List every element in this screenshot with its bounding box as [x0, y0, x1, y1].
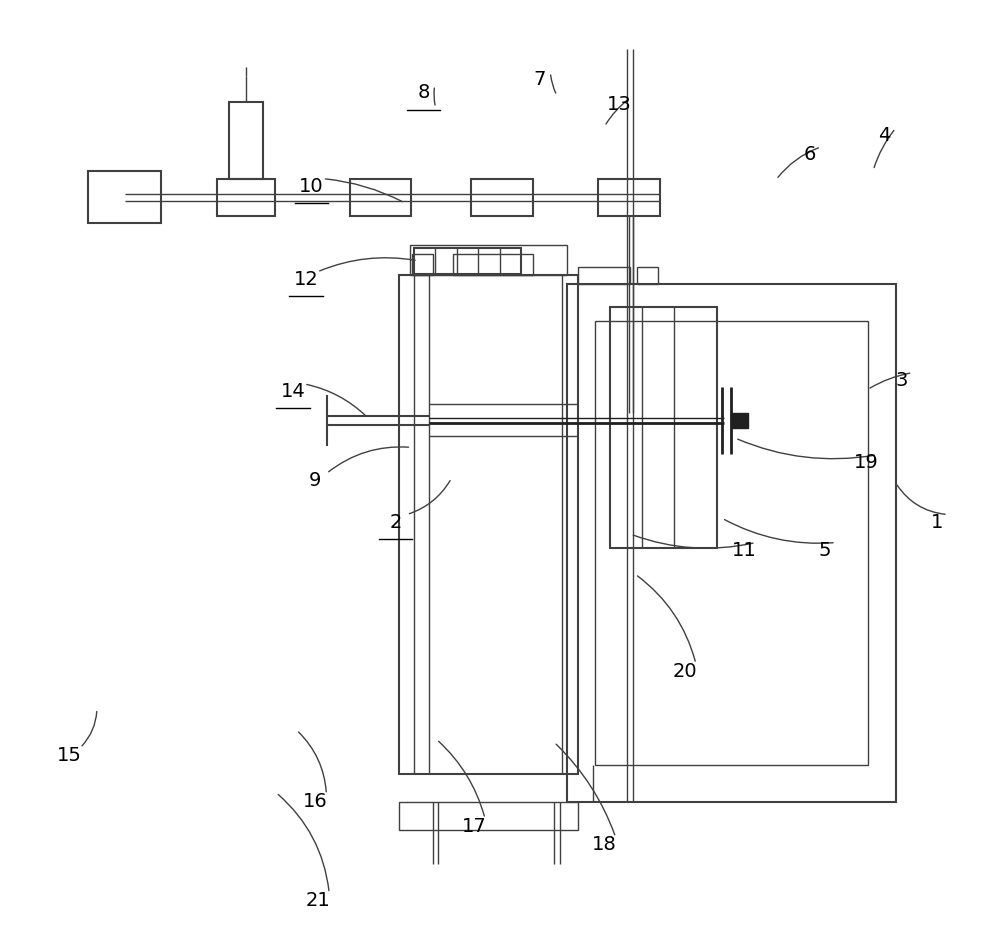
- Text: 5: 5: [818, 541, 831, 560]
- Text: 13: 13: [607, 96, 632, 115]
- Bar: [399, 802, 578, 830]
- Text: 17: 17: [461, 816, 486, 835]
- Text: 14: 14: [280, 382, 305, 401]
- Text: 10: 10: [299, 176, 324, 196]
- Bar: [637, 267, 658, 284]
- Bar: [217, 179, 275, 216]
- Text: 6: 6: [804, 145, 816, 164]
- Text: 7: 7: [533, 70, 545, 89]
- Bar: [595, 321, 868, 764]
- Text: 9: 9: [309, 472, 321, 491]
- Bar: [229, 102, 263, 179]
- Text: 1: 1: [931, 512, 943, 531]
- Text: 18: 18: [592, 835, 617, 854]
- Text: 12: 12: [294, 270, 318, 289]
- Bar: [410, 245, 567, 275]
- Bar: [453, 254, 533, 275]
- Text: 2: 2: [389, 512, 402, 531]
- Bar: [567, 284, 896, 802]
- Text: 3: 3: [895, 370, 907, 389]
- Bar: [414, 248, 521, 274]
- Bar: [731, 413, 748, 428]
- Text: 15: 15: [56, 746, 81, 765]
- Text: 8: 8: [417, 83, 430, 102]
- Text: 21: 21: [306, 891, 330, 910]
- Text: 19: 19: [853, 453, 878, 472]
- Bar: [610, 308, 717, 548]
- Bar: [578, 267, 630, 284]
- Bar: [399, 275, 578, 774]
- Bar: [88, 171, 161, 223]
- Text: 11: 11: [732, 541, 757, 560]
- Bar: [471, 179, 533, 216]
- Bar: [598, 179, 660, 216]
- Text: 4: 4: [878, 126, 891, 145]
- Bar: [350, 179, 411, 216]
- Bar: [412, 254, 433, 275]
- Text: 20: 20: [672, 662, 697, 681]
- Text: 16: 16: [303, 793, 328, 812]
